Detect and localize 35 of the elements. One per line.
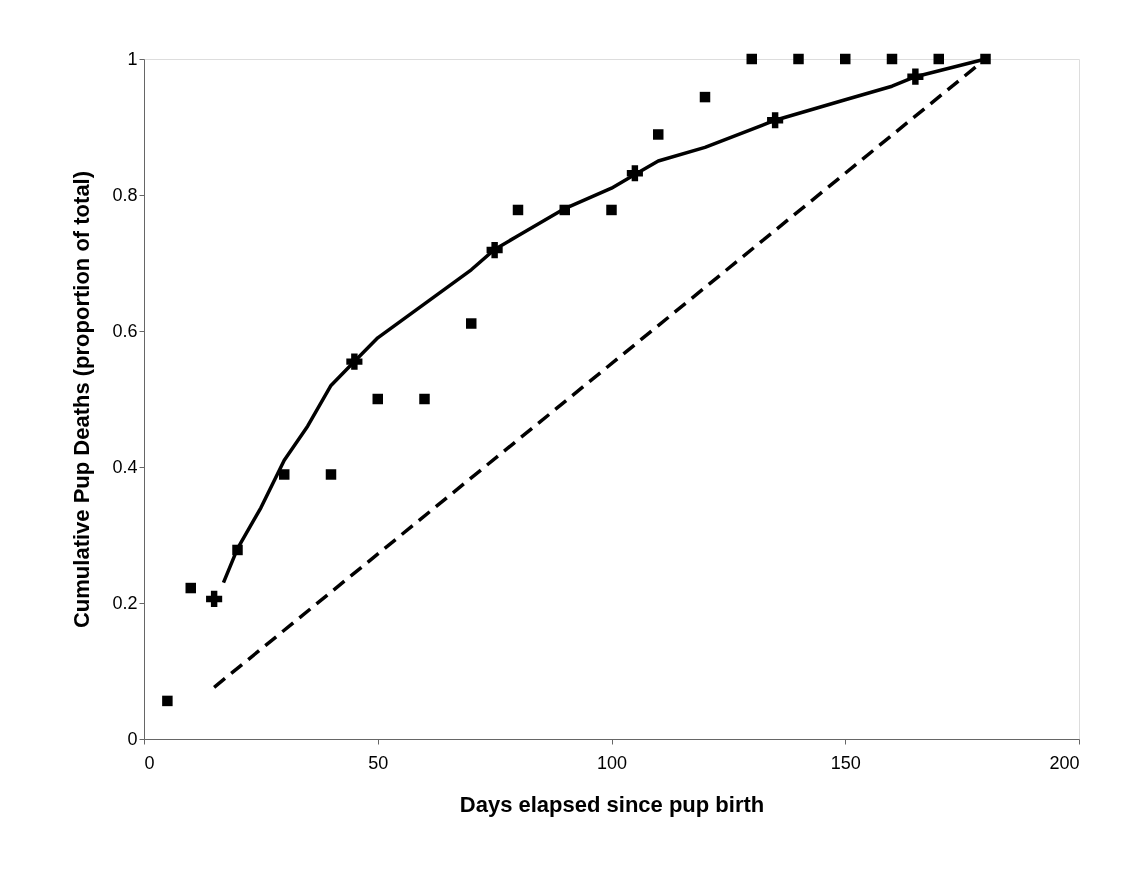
y-tick-label: 0.8	[112, 184, 138, 205]
point	[626, 165, 643, 182]
point	[886, 53, 898, 65]
point	[606, 204, 617, 216]
point	[933, 53, 944, 65]
y-tick-label: 1	[127, 48, 138, 69]
point	[325, 469, 337, 480]
point	[767, 112, 784, 129]
y-tick-label: 0.6	[112, 320, 138, 341]
y-axis-title: Cumulative Pup Deaths (proportion of total)	[69, 170, 95, 629]
point	[512, 204, 524, 216]
x-axis-title: Days elapsed since pup birth	[459, 791, 765, 817]
point	[346, 353, 363, 370]
x-tick-label: 50	[368, 752, 389, 773]
point	[279, 469, 290, 480]
y-tick-label: 0.2	[112, 592, 138, 613]
point	[466, 318, 477, 329]
point	[653, 129, 664, 140]
point	[206, 590, 223, 607]
y-tick-label: 0	[127, 728, 138, 749]
x-tick-label: 200	[1049, 752, 1080, 773]
x-tick-label: 100	[596, 752, 628, 773]
point	[793, 53, 804, 65]
y-tick-label: 0.4	[112, 456, 138, 477]
x-tick-label: 0	[144, 752, 155, 773]
point	[419, 393, 430, 405]
point	[185, 582, 196, 594]
point	[699, 91, 711, 103]
point	[907, 68, 924, 85]
point	[486, 242, 503, 259]
point	[372, 393, 383, 405]
point	[840, 53, 851, 65]
point	[746, 53, 757, 65]
x-tick-label: 150	[830, 752, 861, 773]
point	[162, 695, 173, 707]
